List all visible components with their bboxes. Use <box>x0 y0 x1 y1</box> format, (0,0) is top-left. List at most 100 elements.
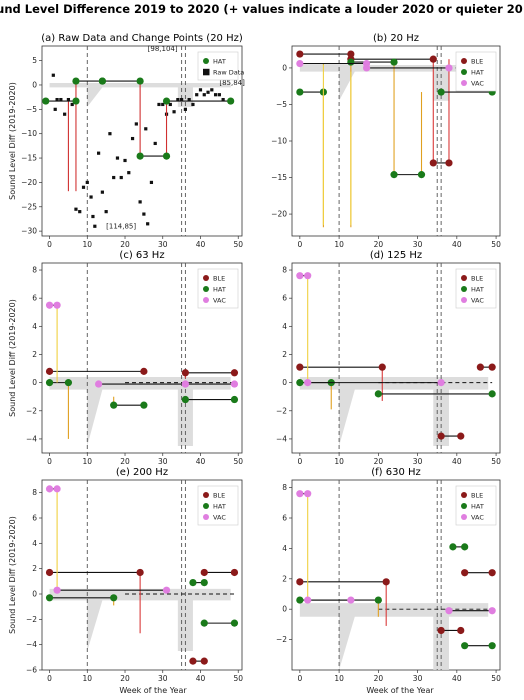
step-point <box>230 380 239 388</box>
raw-point <box>221 97 225 102</box>
step-point <box>200 568 208 577</box>
step-point <box>429 55 437 63</box>
legend-marker <box>461 286 467 292</box>
step-point <box>136 77 144 85</box>
legend-label: VAC <box>213 514 226 522</box>
step-point <box>136 152 144 160</box>
raw-point <box>144 127 148 131</box>
step-point <box>42 97 50 105</box>
step-point <box>488 363 496 371</box>
step-point <box>181 369 189 377</box>
raw-point <box>134 122 138 126</box>
legend-label: VAC <box>471 514 484 522</box>
raw-point <box>89 195 93 199</box>
legend-label: VAC <box>471 297 484 305</box>
legend-label: HAT <box>213 503 226 511</box>
y-tick-label: −15 <box>271 173 287 182</box>
x-tick-label: 40 <box>196 457 206 466</box>
y-axis-label: Sound Level Diff (2019-2020) <box>8 82 17 200</box>
y-tick-label: −5 <box>276 100 287 109</box>
step-point <box>45 367 54 375</box>
step-point <box>461 569 469 577</box>
step-point <box>437 626 445 635</box>
legend-box <box>197 51 239 81</box>
legend-marker <box>203 503 209 509</box>
y-tick-label: −2 <box>276 406 287 415</box>
panel-title: (b) 20 Hz <box>373 33 419 44</box>
y-tick-label: −2 <box>26 406 37 415</box>
x-tick-label: 30 <box>413 240 423 249</box>
step-point <box>45 594 54 602</box>
legend-marker <box>461 503 467 509</box>
x-tick-label: 50 <box>491 674 501 683</box>
step-point <box>110 401 118 409</box>
raw-point <box>153 141 157 146</box>
panel-1: (b) 20 Hz 0 −5 −10 −15 −20 0 10 20 30 40 50 BLE HAT VA… <box>271 33 501 249</box>
y-tick-label: −5 <box>26 105 37 114</box>
raw-point <box>149 180 154 185</box>
raw-point <box>180 97 184 102</box>
raw-point <box>81 185 86 189</box>
step-point <box>230 395 239 404</box>
x-tick-label: 10 <box>334 240 344 249</box>
legend-marker <box>203 58 209 64</box>
step-point <box>347 58 355 66</box>
legend-label: HAT <box>471 503 484 511</box>
step-point <box>488 390 496 398</box>
step-point <box>476 363 484 371</box>
raw-point <box>176 97 180 102</box>
step-point <box>181 395 189 404</box>
y-tick-label: −15 <box>21 154 37 163</box>
y-tick-label: 0 <box>32 590 37 599</box>
step-point <box>72 97 80 105</box>
raw-point <box>142 212 146 216</box>
y-tick-label: −4 <box>276 434 287 443</box>
y-tick-label: −2 <box>26 615 37 624</box>
legend: BLE HAT VAC <box>197 268 239 309</box>
x-tick-label: 30 <box>158 240 168 249</box>
raw-point <box>138 200 142 204</box>
legend-marker <box>461 69 467 75</box>
y-tick-label: 6 <box>282 514 287 523</box>
step-point <box>53 485 61 493</box>
step-point <box>200 579 208 587</box>
step-point <box>64 379 73 387</box>
panel-title: (f) 630 Hz <box>371 467 421 478</box>
annotation: [114,85] <box>106 223 136 231</box>
x-tick-label: 40 <box>196 674 206 683</box>
x-label-right: Week of the Year <box>366 686 434 695</box>
step-point <box>296 578 304 586</box>
step-point <box>53 586 61 594</box>
legend-marker <box>461 297 467 303</box>
background-band <box>299 603 489 670</box>
y-tick-label: 0 <box>282 605 287 614</box>
raw-point <box>146 222 150 226</box>
step-point <box>429 159 437 167</box>
x-tick-label: 20 <box>120 457 130 466</box>
raw-point <box>198 88 203 92</box>
x-tick-label: 20 <box>374 674 384 683</box>
y-tick-label: −20 <box>271 210 287 219</box>
step-point <box>98 77 106 85</box>
raw-point <box>100 190 104 194</box>
raw-point <box>104 210 108 214</box>
y-tick-label: 8 <box>32 266 37 275</box>
y-tick-label: 2 <box>32 564 37 573</box>
step-point <box>45 568 54 577</box>
legend-label: VAC <box>471 80 484 88</box>
x-tick-label: 30 <box>413 457 423 466</box>
y-tick-label: −4 <box>26 434 37 443</box>
raw-point <box>168 102 172 107</box>
raw-point <box>123 158 127 163</box>
step-point <box>461 642 469 650</box>
x-tick-label: 20 <box>120 240 130 249</box>
legend-marker <box>461 80 467 86</box>
y-tick-label: 2 <box>282 350 287 359</box>
y-tick-label: 4 <box>282 544 287 553</box>
legend-label: BLE <box>213 492 225 500</box>
step-point <box>445 64 453 72</box>
legend-marker <box>461 492 467 498</box>
y-tick-label: −2 <box>276 635 287 644</box>
